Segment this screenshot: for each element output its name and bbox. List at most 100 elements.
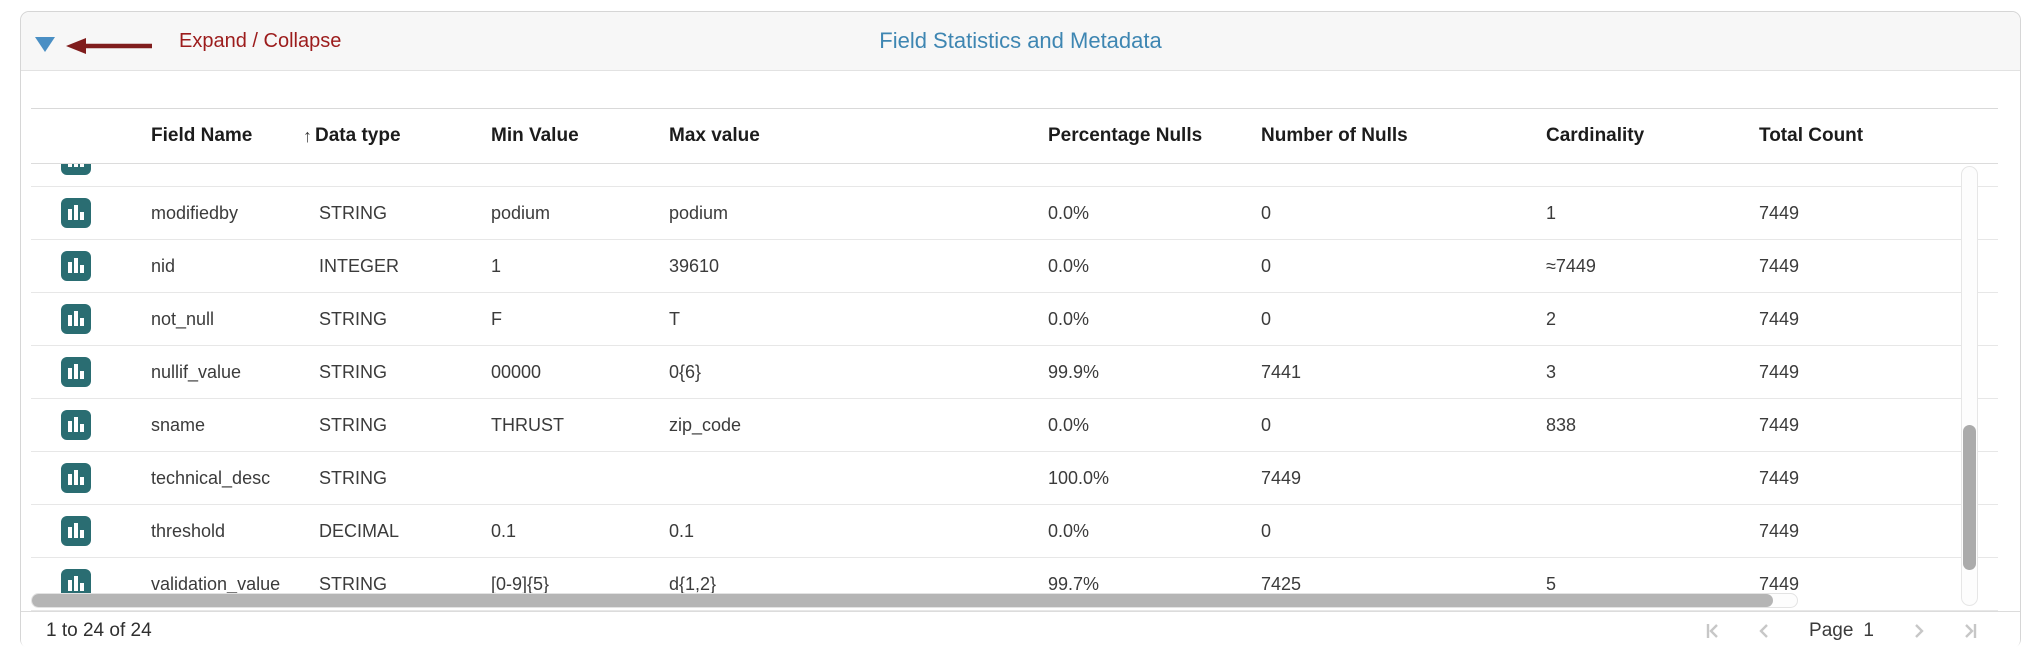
bar-chart-icon[interactable] [61, 251, 91, 281]
table-row: threshold DECIMAL 0.1 0.1 0.0% 0 7449 [31, 505, 1998, 558]
table-row: not_null STRING F T 0.0% 0 2 7449 [31, 293, 1998, 346]
max-value-cell: 0.1 [669, 520, 695, 541]
max-value-cell: d{1,2} [669, 573, 717, 594]
cardinality-cell: 3 [1546, 361, 1557, 382]
column-header-cardinality[interactable]: Cardinality [1546, 125, 1759, 147]
data-type-cell: STRING [319, 361, 388, 382]
number-of-nulls-cell: 0 [1261, 414, 1272, 435]
number-of-nulls-cell: 0 [1261, 308, 1272, 329]
max-value-cell: 39610 [669, 255, 720, 276]
total-count-cell: 7449 [1759, 255, 1800, 276]
table-body-rows: modifiedby STRING podium podium 0.0% 0 1… [31, 187, 1998, 611]
cardinality-cell: 1 [1546, 202, 1557, 223]
min-value-cell: 00000 [491, 361, 542, 382]
min-value-cell: [0-9]{5} [491, 573, 550, 594]
field-name-cell: validation_value [151, 573, 281, 594]
field-statistics-table: Field Name ↑ Data type Min Value Max value Pe… [31, 108, 1998, 611]
page-number: 1 [1863, 619, 1874, 641]
data-type-cell: STRING [319, 202, 388, 223]
horizontal-scrollbar-thumb[interactable] [32, 594, 1773, 607]
percentage-nulls-cell: 0.0% [1048, 255, 1090, 276]
bar-chart-icon[interactable] [61, 357, 91, 387]
row-range-label: 1 to 24 of 24 [46, 619, 152, 641]
table-row: nullif_value STRING 00000 0{6} 99.9% 744… [31, 346, 1998, 399]
percentage-nulls-cell: 99.9% [1048, 361, 1100, 382]
data-type-cell: STRING [319, 573, 388, 594]
total-count-cell: 7449 [1759, 573, 1800, 594]
column-header-percentage-nulls[interactable]: Percentage Nulls [1048, 125, 1261, 147]
row-icon-cell [31, 304, 151, 334]
vertical-scrollbar-thumb[interactable] [1963, 425, 1976, 570]
partially-scrolled-row [31, 164, 1998, 187]
number-of-nulls-cell: 0 [1261, 255, 1272, 276]
number-of-nulls-cell: 0 [1261, 520, 1272, 541]
next-page-button[interactable] [1908, 620, 1930, 642]
column-header-min-value[interactable]: Min Value [491, 125, 669, 147]
column-header-total-count[interactable]: Total Count [1759, 125, 2000, 147]
panel-header-bar: Expand / Collapse Field Statistics and M… [21, 12, 2020, 71]
column-header-max-value[interactable]: Max value [669, 125, 1048, 147]
field-name-cell: sname [151, 414, 206, 435]
cardinality-cell: ≈7449 [1546, 255, 1596, 276]
column-header-data-type[interactable]: ↑ Data type [303, 125, 491, 147]
previous-page-button[interactable] [1753, 620, 1775, 642]
table-row: technical_desc STRING 100.0% 7449 7449 [31, 452, 1998, 505]
field-name-cell: threshold [151, 520, 226, 541]
last-page-button[interactable] [1958, 620, 1980, 642]
column-header-number-of-nulls[interactable]: Number of Nulls [1261, 125, 1546, 147]
bar-chart-icon[interactable] [61, 304, 91, 334]
column-header-field-name[interactable]: Field Name [151, 125, 303, 147]
page-label: Page [1809, 619, 1854, 641]
column-header-label: Max value [669, 125, 760, 146]
total-count-cell: 7449 [1759, 520, 1800, 541]
max-value-cell: 0{6} [669, 361, 702, 382]
sort-ascending-icon: ↑ [303, 125, 312, 146]
max-value-cell: podium [669, 202, 729, 223]
percentage-nulls-cell: 0.0% [1048, 520, 1090, 541]
total-count-cell: 7449 [1759, 414, 1800, 435]
field-name-cell: not_null [151, 308, 215, 329]
cardinality-cell: 5 [1546, 573, 1557, 594]
data-type-cell: DECIMAL [319, 520, 400, 541]
bar-chart-icon[interactable] [61, 516, 91, 546]
horizontal-scrollbar[interactable] [31, 593, 1798, 608]
cardinality-cell: 838 [1546, 414, 1577, 435]
percentage-nulls-cell: 0.0% [1048, 414, 1090, 435]
percentage-nulls-cell: 0.0% [1048, 308, 1090, 329]
cardinality-cell: 2 [1546, 308, 1557, 329]
expand-collapse-toggle-icon[interactable] [35, 37, 55, 52]
table-footer: 1 to 24 of 24 Page 1 [21, 611, 2020, 649]
row-icon-cell [31, 251, 151, 281]
bar-chart-icon[interactable] [61, 463, 91, 493]
field-name-cell: nid [151, 255, 176, 276]
total-count-cell: 7449 [1759, 467, 1800, 488]
panel-title: Field Statistics and Metadata [879, 28, 1162, 53]
min-value-cell: podium [491, 202, 551, 223]
number-of-nulls-cell: 7441 [1261, 361, 1302, 382]
field-name-cell: nullif_value [151, 361, 242, 382]
max-value-cell: zip_code [669, 414, 742, 435]
column-header-label: Cardinality [1546, 125, 1645, 146]
vertical-scrollbar[interactable] [1961, 166, 1978, 606]
total-count-cell: 7449 [1759, 202, 1800, 223]
total-count-cell: 7449 [1759, 308, 1800, 329]
table-header-row: Field Name ↑ Data type Min Value Max value Pe… [31, 108, 1998, 164]
row-icon-cell [31, 410, 151, 440]
min-value-cell: 1 [491, 255, 502, 276]
first-page-button[interactable] [1703, 620, 1725, 642]
column-header-label: Total Count [1759, 125, 1864, 146]
expand-collapse-label: Expand / Collapse [179, 29, 342, 52]
row-icon-cell [31, 463, 151, 493]
table-row: nid INTEGER 1 39610 0.0% 0 ≈7449 7449 [31, 240, 1998, 293]
row-icon-cell [31, 198, 151, 228]
bar-chart-icon[interactable] [61, 198, 91, 228]
number-of-nulls-cell: 7449 [1261, 467, 1302, 488]
table-scroll-viewport[interactable]: modifiedby STRING podium podium 0.0% 0 1… [31, 164, 1998, 611]
bar-chart-icon[interactable] [61, 164, 91, 175]
table-row: modifiedby STRING podium podium 0.0% 0 1… [31, 187, 1998, 240]
percentage-nulls-cell: 0.0% [1048, 202, 1090, 223]
header-spacer [21, 71, 2020, 108]
annotation-left-arrow-icon [66, 38, 152, 54]
table-row: sname STRING THRUST zip_code 0.0% 0 838 … [31, 399, 1998, 452]
bar-chart-icon[interactable] [61, 410, 91, 440]
